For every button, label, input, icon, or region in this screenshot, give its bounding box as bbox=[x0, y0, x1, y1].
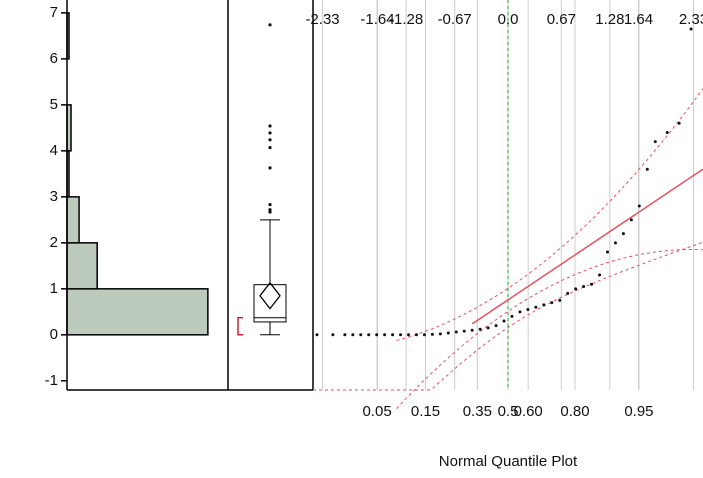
point bbox=[478, 327, 482, 331]
outlier bbox=[268, 203, 272, 207]
shortest-half bbox=[237, 317, 243, 336]
point bbox=[343, 333, 347, 337]
point bbox=[605, 250, 609, 254]
probability-tick-label: 0.35 bbox=[463, 403, 492, 420]
box bbox=[253, 284, 287, 323]
y-tick-label: 0 bbox=[50, 326, 58, 343]
quantile-tick-label: 1.64 bbox=[624, 11, 653, 28]
y-tick-label: 7 bbox=[50, 4, 58, 21]
point bbox=[637, 204, 641, 208]
point bbox=[315, 333, 319, 337]
y-tick-label: 4 bbox=[50, 142, 58, 159]
point bbox=[613, 241, 617, 245]
quantile-tick-label: -1.64 bbox=[360, 11, 394, 28]
point bbox=[391, 333, 395, 337]
point bbox=[621, 232, 625, 236]
outlier bbox=[268, 146, 272, 150]
outlier bbox=[268, 166, 272, 170]
y-tick-label: 2 bbox=[50, 234, 58, 251]
point bbox=[502, 319, 506, 323]
point bbox=[542, 303, 546, 307]
point bbox=[590, 282, 594, 286]
outlier bbox=[268, 210, 272, 214]
confidence-curve bbox=[396, 249, 703, 409]
y-tick-label: 3 bbox=[50, 188, 58, 205]
point bbox=[422, 333, 426, 337]
point bbox=[558, 298, 562, 302]
confidence-curve bbox=[313, 241, 703, 391]
point bbox=[582, 285, 586, 289]
point bbox=[359, 333, 363, 337]
outlier bbox=[268, 23, 272, 27]
point bbox=[510, 314, 514, 318]
point bbox=[383, 333, 387, 337]
point bbox=[375, 333, 379, 337]
quantile-tick-label: 0.67 bbox=[547, 11, 576, 28]
point bbox=[550, 301, 554, 305]
outlier bbox=[268, 208, 272, 212]
point bbox=[526, 308, 530, 312]
histogram-bar bbox=[66, 288, 209, 336]
probability-tick-label: 0.15 bbox=[411, 403, 440, 420]
point bbox=[462, 329, 466, 333]
point bbox=[454, 330, 458, 334]
point bbox=[629, 218, 633, 222]
y-tick-label: -1 bbox=[45, 372, 58, 389]
outlier bbox=[268, 124, 272, 128]
point bbox=[367, 333, 371, 337]
outlier bbox=[268, 138, 272, 142]
point bbox=[534, 305, 538, 309]
point bbox=[486, 326, 490, 330]
y-tick-label: 5 bbox=[50, 96, 58, 113]
point bbox=[407, 333, 411, 337]
quantile-tick-label: -2.33 bbox=[305, 11, 339, 28]
histogram-bar bbox=[66, 242, 98, 290]
point bbox=[574, 287, 578, 291]
point bbox=[430, 332, 434, 336]
outlier bbox=[268, 131, 272, 135]
probability-tick-label: 0.80 bbox=[560, 403, 589, 420]
y-tick-label: 6 bbox=[50, 50, 58, 67]
point bbox=[598, 273, 602, 277]
probability-tick-label: 0.05 bbox=[362, 403, 391, 420]
confidence-curve bbox=[396, 88, 703, 341]
probability-tick-label: 0.5 bbox=[498, 403, 519, 420]
quantile-tick-label: 1.28 bbox=[595, 11, 624, 28]
point bbox=[438, 332, 442, 336]
probability-tick-label: 0.60 bbox=[514, 403, 543, 420]
fit-line bbox=[471, 168, 703, 325]
point bbox=[494, 324, 498, 328]
point bbox=[689, 27, 693, 31]
quantile-tick-label: -1.28 bbox=[389, 11, 423, 28]
mean-diamond bbox=[259, 281, 281, 310]
point bbox=[446, 331, 450, 335]
probability-tick-label: 0.95 bbox=[624, 403, 653, 420]
x-axis-label: Normal Quantile Plot bbox=[439, 453, 578, 470]
point bbox=[677, 121, 681, 125]
quantile-tick-label: 0.0 bbox=[498, 11, 519, 28]
point bbox=[414, 333, 418, 337]
point bbox=[331, 333, 335, 337]
point bbox=[566, 291, 570, 295]
point bbox=[399, 333, 403, 337]
point bbox=[470, 328, 474, 332]
quantile-tick-label: 2.33 bbox=[679, 11, 703, 28]
point bbox=[653, 140, 657, 144]
point bbox=[645, 167, 649, 171]
point bbox=[351, 333, 355, 337]
point bbox=[518, 310, 522, 314]
y-tick-label: 1 bbox=[50, 280, 58, 297]
point bbox=[665, 130, 669, 134]
histogram-bar bbox=[66, 196, 80, 244]
quantile-tick-label: -0.67 bbox=[438, 11, 472, 28]
